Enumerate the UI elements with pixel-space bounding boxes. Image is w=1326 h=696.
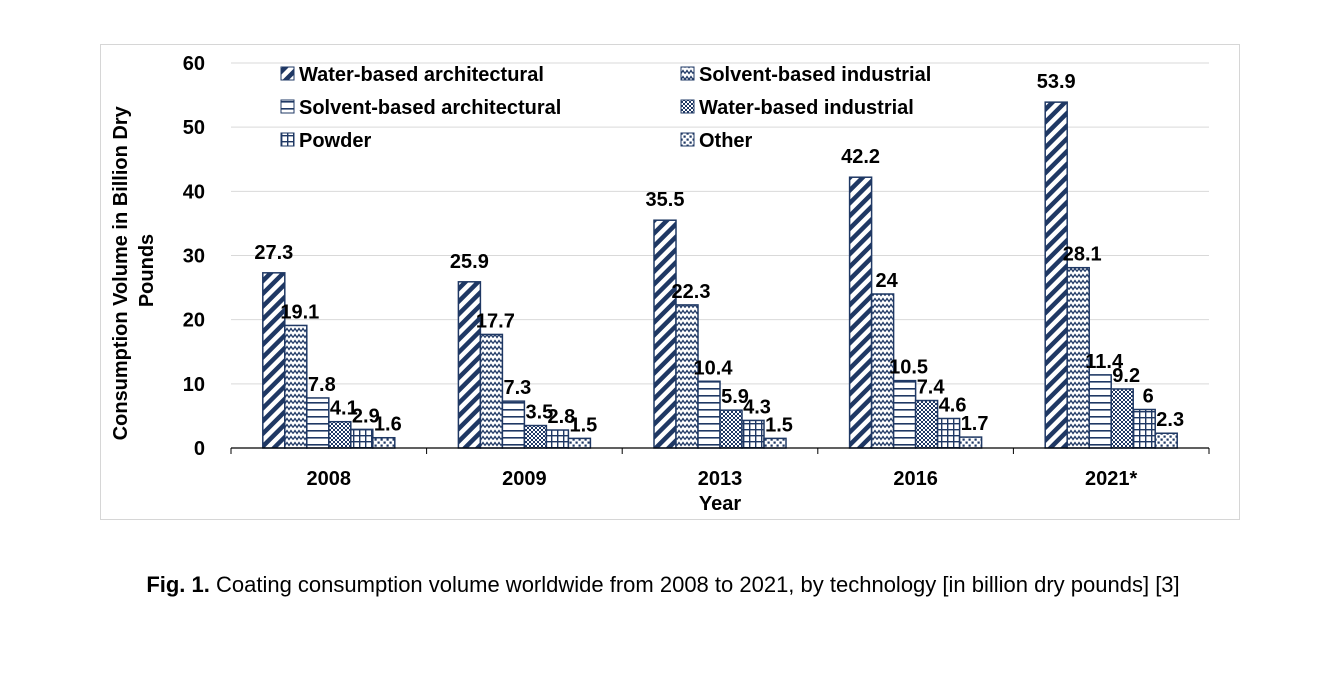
data-label: 2.3: [1156, 409, 1184, 431]
data-label: 17.7: [476, 310, 515, 332]
bar-horizontal-lines: [1088, 374, 1112, 449]
data-label: 7.8: [308, 374, 336, 396]
bar-horizontal-lines: [697, 380, 721, 449]
y-tick-label: 60: [183, 53, 205, 75]
y-axis-title-line2: Pounds: [136, 234, 158, 307]
legend-label: Water-based industrial: [699, 97, 914, 119]
legend-swatch-dots: [680, 132, 695, 147]
y-tick-label: 0: [194, 438, 205, 460]
figure-caption: Fig. 1. Coating consumption volume world…: [0, 572, 1326, 598]
chart-frame: 0 10 20 30 40 50 60 2008 2009 2013 2016 2021* 27.3 1…: [100, 44, 1240, 520]
bars: [262, 101, 1178, 449]
bar-grid: [545, 429, 570, 449]
data-label: 7.3: [503, 377, 531, 399]
data-label: 22.3: [672, 281, 711, 303]
legend: Water-based architectural Solvent-based i…: [280, 64, 931, 152]
x-tick-label: 2013: [698, 468, 743, 490]
bar-zigzag: [479, 333, 504, 449]
bar-dots: [1154, 432, 1178, 449]
data-label: 42.2: [841, 146, 880, 168]
x-tick-label: 2009: [502, 468, 547, 490]
x-tick-label: 2021*: [1085, 468, 1137, 490]
data-label: 4.3: [743, 396, 771, 418]
legend-swatch-horizontal-lines: [280, 99, 295, 114]
bar-diagonal-stripes: [1044, 101, 1068, 449]
axes: 0 10 20 30 40 50 60 2008 2009 2013 2016 2021*: [183, 53, 1210, 490]
legend-swatch-grid: [280, 132, 295, 147]
data-label: 53.9: [1037, 71, 1076, 93]
data-label: 27.3: [254, 242, 293, 264]
data-label: 35.5: [646, 189, 685, 211]
data-label: 10.4: [694, 357, 734, 379]
data-label: 24: [875, 270, 898, 292]
caption-text: Coating consumption volume worldwide fro…: [209, 572, 1180, 597]
data-label: 28.1: [1063, 244, 1102, 266]
bar-dots: [958, 436, 983, 449]
data-label: 1.5: [765, 414, 793, 436]
bar-zigzag: [284, 324, 308, 449]
legend-swatch-zigzag: [680, 66, 695, 81]
bar-checker: [719, 409, 743, 449]
bar-checker: [1110, 388, 1134, 449]
bar-horizontal-lines: [892, 379, 917, 449]
data-label: 6: [1143, 386, 1154, 408]
data-label: 5.9: [721, 386, 749, 408]
data-label: 3.5: [525, 402, 553, 424]
x-tick-label: 2008: [307, 468, 352, 490]
caption-label: Fig. 1.: [146, 572, 210, 597]
bar-diagonal-stripes: [653, 219, 677, 449]
bar-grid: [350, 428, 374, 449]
bar-horizontal-lines: [306, 397, 330, 449]
legend-label: Solvent-based architectural: [299, 97, 561, 119]
y-axis-title-line1: Consumption Volume in Billion Dry: [110, 105, 132, 440]
data-label: 25.9: [450, 251, 489, 273]
bar-grid: [1132, 408, 1156, 449]
y-tick-label: 40: [183, 181, 205, 203]
legend-label: Water-based architectural: [299, 64, 544, 86]
bar-diagonal-stripes: [457, 281, 482, 449]
bar-checker: [914, 399, 939, 449]
legend-swatch-checker: [680, 99, 695, 114]
data-label: 10.5: [889, 357, 928, 379]
data-label: 4.1: [330, 398, 358, 420]
bar-diagonal-stripes: [262, 272, 286, 449]
bar-grid: [741, 419, 765, 449]
bar-horizontal-lines: [501, 400, 526, 449]
x-axis-title: Year: [699, 493, 741, 515]
data-label: 1.5: [569, 414, 597, 436]
y-tick-label: 50: [183, 117, 205, 139]
bar-dots: [567, 437, 592, 449]
data-label: 2.9: [352, 405, 380, 427]
data-labels: 27.319.17.84.12.91.625.917.77.33.52.81.5…: [254, 71, 1184, 436]
data-label: 19.1: [280, 301, 319, 323]
data-label: 2.8: [547, 406, 575, 428]
chart-svg: 0 10 20 30 40 50 60 2008 2009 2013 2016 2021* 27.3 1…: [110, 53, 1210, 515]
data-label: 11.4: [1085, 351, 1124, 373]
x-tick-label: 2016: [893, 468, 938, 490]
legend-label: Solvent-based industrial: [699, 64, 931, 86]
y-tick-label: 20: [183, 310, 205, 332]
legend-swatch-diagonal-stripes: [280, 66, 295, 81]
bar-diagonal-stripes: [848, 176, 873, 449]
bar-dots: [372, 436, 396, 449]
y-tick-label: 10: [183, 374, 205, 396]
data-label: 1.6: [374, 414, 402, 436]
bar-checker: [328, 420, 352, 449]
data-label: 1.7: [961, 413, 989, 435]
y-axis-title: Consumption Volume in Billion Dry Pounds: [110, 101, 158, 441]
y-tick-label: 30: [183, 246, 205, 268]
legend-label: Other: [699, 130, 753, 152]
bar-dots: [763, 437, 787, 449]
legend-label: Powder: [299, 130, 371, 152]
bar-grid: [936, 417, 961, 449]
data-label: 7.4: [917, 377, 946, 399]
data-label: 9.2: [1112, 365, 1140, 387]
data-label: 4.6: [939, 394, 967, 416]
bar-checker: [523, 424, 548, 449]
